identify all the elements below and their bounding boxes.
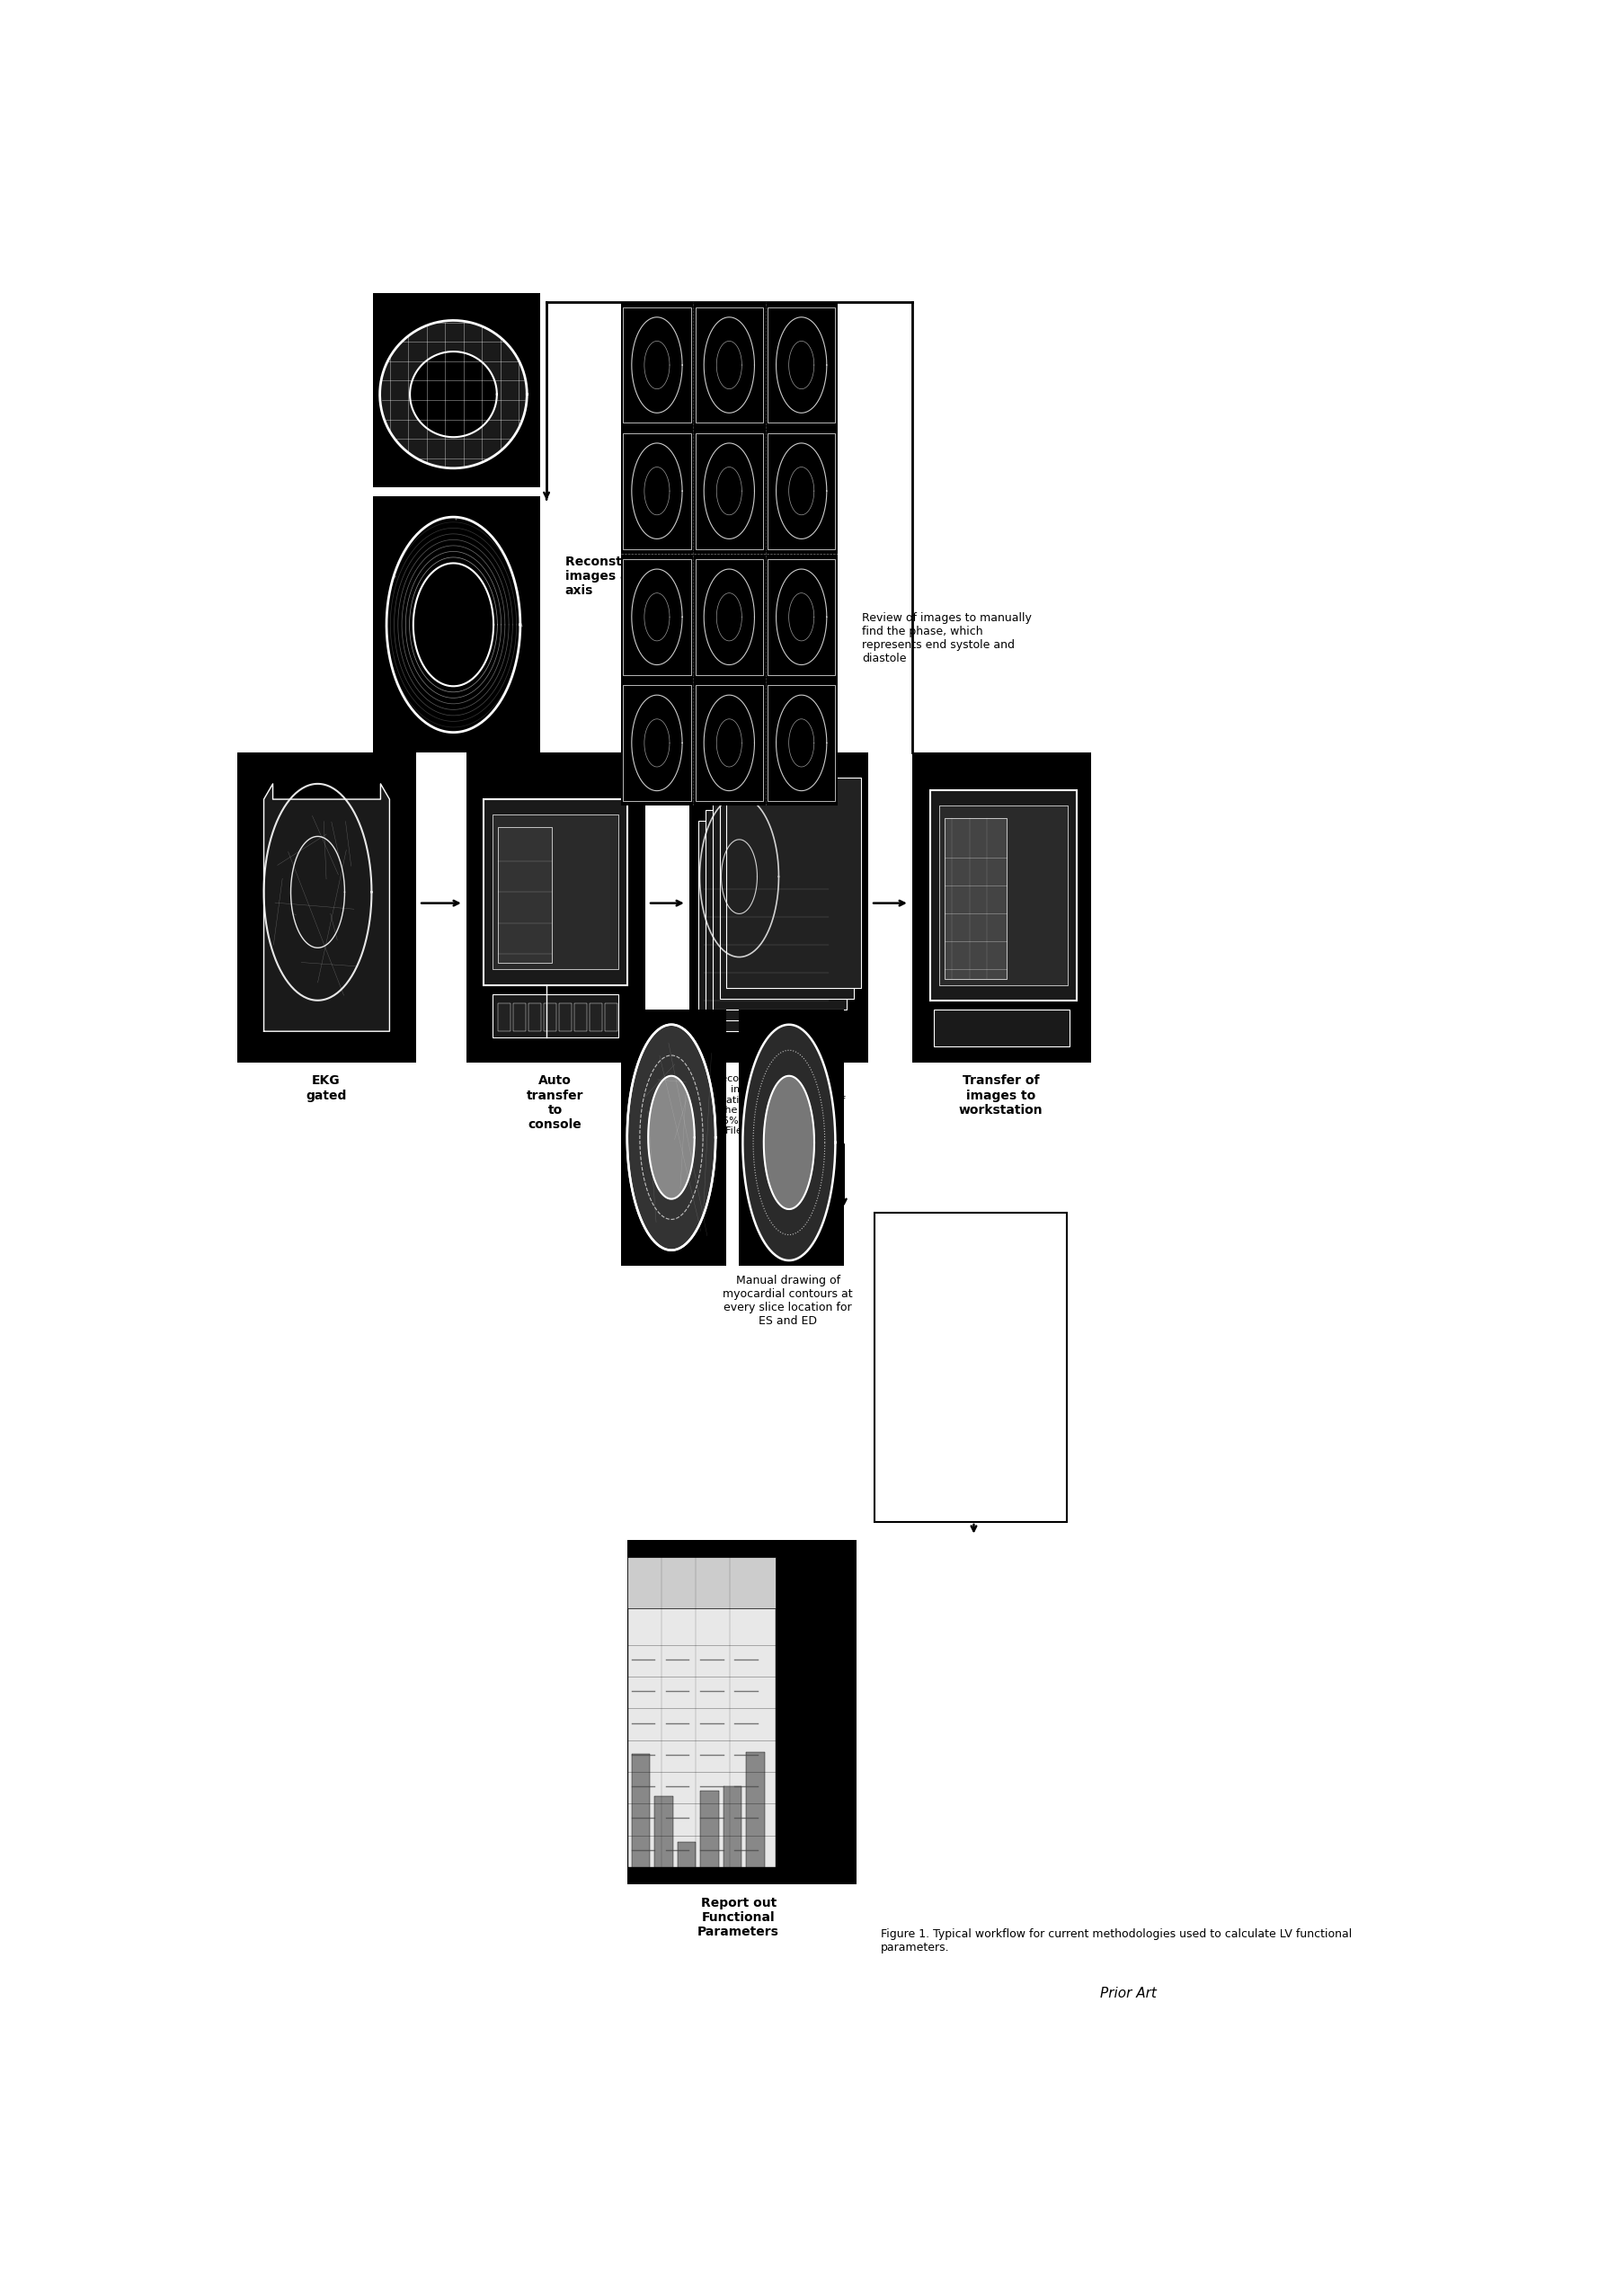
Text: SV = EDV -ESV: SV = EDV -ESV	[890, 1251, 973, 1263]
Text: Manual drawing of
myocardial contours at
every slice location for
ES and ED: Manual drawing of myocardial contours at…	[722, 1274, 853, 1327]
Text: EF = EDV-ESV/ESV x: EF = EDV-ESV/ESV x	[890, 1355, 1004, 1366]
Text: EKG
gated: EKG gated	[305, 1075, 347, 1102]
Text: Figure 1. Typical workflow for current methodologies used to calculate LV functi: Figure 1. Typical workflow for current m…	[880, 1929, 1352, 1954]
Text: Review of images to manually
find the phase, which
represents end systole and
di: Review of images to manually find the ph…	[863, 611, 1032, 664]
Text: Auto
transfer
to
console: Auto transfer to console	[527, 1075, 583, 1132]
Text: CO = SVxHR: CO = SVxHR	[890, 1460, 960, 1472]
FancyBboxPatch shape	[874, 1212, 1067, 1522]
Text: 100%: 100%	[890, 1398, 922, 1410]
Text: Reconstruction of cardiac
images at all slices
locations and all phases of
the c: Reconstruction of cardiac images at all …	[711, 1075, 845, 1137]
Text: Transfer of
images to
workstation: Transfer of images to workstation	[959, 1075, 1043, 1116]
Text: Report out
Functional
Parameters: Report out Functional Parameters	[698, 1896, 780, 1938]
Text: Calculation of
functional parameters: Calculation of functional parameters	[898, 1355, 1037, 1380]
Text: Reconstruction of axial
images along the short
axis: Reconstruction of axial images along the…	[566, 556, 729, 597]
Text: Prior Art: Prior Art	[1101, 1986, 1157, 2000]
